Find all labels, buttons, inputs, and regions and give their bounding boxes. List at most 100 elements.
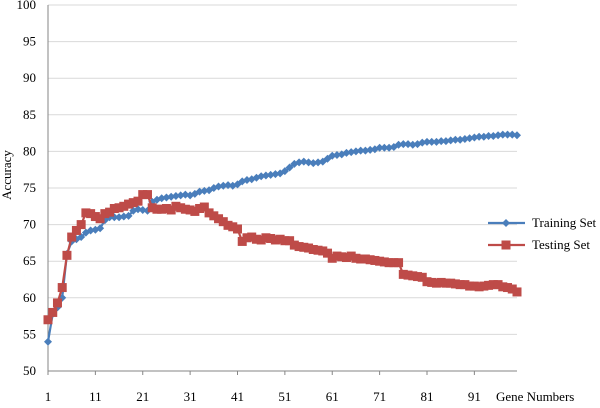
data-point xyxy=(96,224,105,233)
data-point xyxy=(356,146,365,155)
data-point xyxy=(351,253,361,263)
legend-item-testing-set: Testing Set xyxy=(488,237,590,252)
data-point xyxy=(451,135,460,144)
data-point xyxy=(304,243,314,253)
data-point xyxy=(166,205,176,215)
data-point xyxy=(488,280,498,290)
data-point xyxy=(134,205,143,214)
data-point xyxy=(44,337,52,346)
data-point xyxy=(484,132,493,141)
data-point xyxy=(366,145,375,154)
data-point xyxy=(347,148,356,157)
data-point xyxy=(71,225,81,235)
data-point xyxy=(446,136,455,145)
data-point xyxy=(214,182,223,191)
data-point xyxy=(299,157,308,166)
data-point xyxy=(285,163,294,172)
x-axis-label: Gene Numbers xyxy=(496,389,574,403)
data-point xyxy=(299,242,309,252)
data-point xyxy=(493,280,503,290)
data-point xyxy=(223,220,233,230)
data-point xyxy=(167,192,176,201)
data-point xyxy=(365,255,375,265)
data-point xyxy=(76,220,86,230)
data-point xyxy=(152,204,162,214)
y-tick-label-60: 60 xyxy=(23,290,36,305)
data-point xyxy=(242,233,252,243)
data-point xyxy=(432,137,441,146)
data-point xyxy=(147,203,157,213)
data-point xyxy=(479,281,489,291)
data-point xyxy=(489,132,498,141)
series-testing-set xyxy=(43,190,522,325)
y-tick-label-85: 85 xyxy=(23,107,36,122)
y-tick-label-95: 95 xyxy=(23,34,36,49)
data-point xyxy=(356,254,366,264)
data-point xyxy=(114,203,124,213)
data-point xyxy=(394,140,403,149)
data-point xyxy=(304,158,313,167)
data-point xyxy=(437,137,446,146)
data-point xyxy=(195,203,205,213)
data-point xyxy=(314,158,323,167)
y-tick-labels: 50 55 60 65 70 75 80 85 90 95 100 xyxy=(17,0,37,378)
axes xyxy=(47,5,517,375)
data-point xyxy=(418,138,427,147)
legend-marker xyxy=(502,219,510,227)
data-point xyxy=(86,226,95,235)
data-point xyxy=(384,258,394,268)
data-point xyxy=(138,190,148,200)
data-point xyxy=(232,224,242,234)
data-point xyxy=(404,140,413,149)
data-point xyxy=(512,287,522,297)
data-point xyxy=(309,159,318,168)
x-tick-label-11: 11 xyxy=(89,389,102,403)
data-point xyxy=(209,211,219,221)
data-point xyxy=(375,256,385,266)
legend-marker xyxy=(501,240,511,250)
data-point xyxy=(257,172,266,181)
data-point xyxy=(162,193,171,202)
data-point xyxy=(460,280,470,290)
data-point xyxy=(100,209,110,219)
data-point xyxy=(498,282,508,292)
data-point xyxy=(465,281,475,291)
data-point xyxy=(475,132,484,141)
data-point xyxy=(503,283,513,293)
data-point xyxy=(109,203,119,213)
data-point xyxy=(77,233,86,242)
data-point xyxy=(408,140,417,149)
x-tick-labels: 1 11 21 31 41 51 61 71 81 91 xyxy=(45,389,481,404)
data-point xyxy=(185,205,195,215)
x-tick-label-81: 81 xyxy=(420,389,433,403)
data-point xyxy=(469,281,479,291)
data-point xyxy=(133,196,143,206)
data-point xyxy=(115,213,124,222)
data-point xyxy=(67,232,77,242)
x-tick-label-71: 71 xyxy=(373,389,386,403)
data-point xyxy=(470,133,479,142)
series-training-set xyxy=(44,130,521,346)
data-point xyxy=(119,201,129,211)
data-point xyxy=(413,272,423,282)
data-point xyxy=(181,190,190,199)
data-point xyxy=(422,137,431,146)
data-point xyxy=(161,203,171,213)
data-point xyxy=(176,203,186,213)
data-point xyxy=(484,280,494,290)
y-tick-label-90: 90 xyxy=(23,70,36,85)
data-point xyxy=(503,130,512,139)
data-point xyxy=(218,217,228,227)
data-point xyxy=(142,190,152,200)
data-point xyxy=(494,131,503,140)
data-point xyxy=(446,278,456,288)
data-point xyxy=(427,137,436,146)
data-point xyxy=(124,199,134,209)
data-point xyxy=(200,186,209,195)
data-point xyxy=(337,252,347,262)
data-point xyxy=(247,232,257,242)
x-tick-label-61: 61 xyxy=(326,389,339,403)
data-point xyxy=(86,209,96,219)
